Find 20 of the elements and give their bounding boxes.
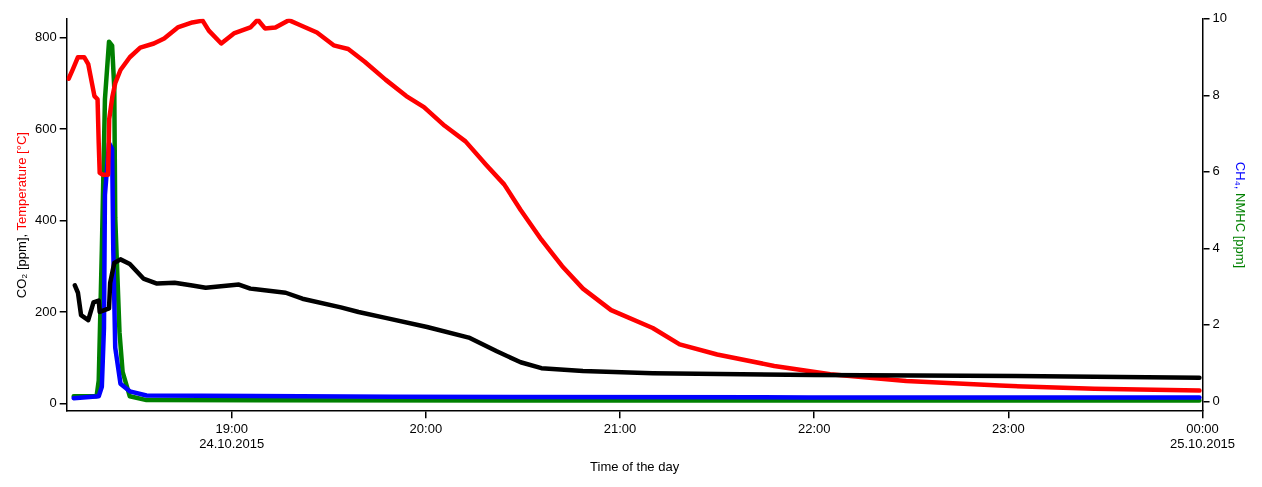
x-tick-label: 19:00 24.10.2015 bbox=[199, 420, 265, 452]
x-tick-label: 22:00 bbox=[797, 420, 831, 436]
y-axis-title: CO₂ [ppm], Temperature [°C] bbox=[13, 132, 29, 299]
y2-tick-label: 8 bbox=[1212, 86, 1220, 102]
y-tick-label: 0 bbox=[49, 395, 57, 410]
x-axis-title: Time of the day bbox=[590, 458, 680, 474]
x-tick-label: 00:00 25.10.2015 bbox=[1170, 420, 1236, 452]
y2-tick-label: 4 bbox=[1212, 239, 1220, 255]
y-tick-label: 200 bbox=[34, 303, 57, 319]
y2-tick-label: 2 bbox=[1212, 316, 1220, 332]
x-tick-label: 20:00 bbox=[409, 420, 443, 436]
x-tick-label: 21:00 bbox=[603, 420, 637, 436]
y-tick-label: 600 bbox=[34, 120, 57, 136]
y2-axis-title: CH₄, NMHC [ppm] bbox=[1233, 161, 1249, 269]
y2-tick-label: 6 bbox=[1212, 163, 1220, 179]
y2-tick-label: 10 bbox=[1212, 10, 1228, 26]
x-tick-label: 23:00 bbox=[992, 420, 1025, 436]
y-tick-label: 800 bbox=[34, 29, 57, 45]
y2-tick-label: 0 bbox=[1212, 392, 1220, 408]
y-tick-label: 400 bbox=[34, 212, 57, 228]
